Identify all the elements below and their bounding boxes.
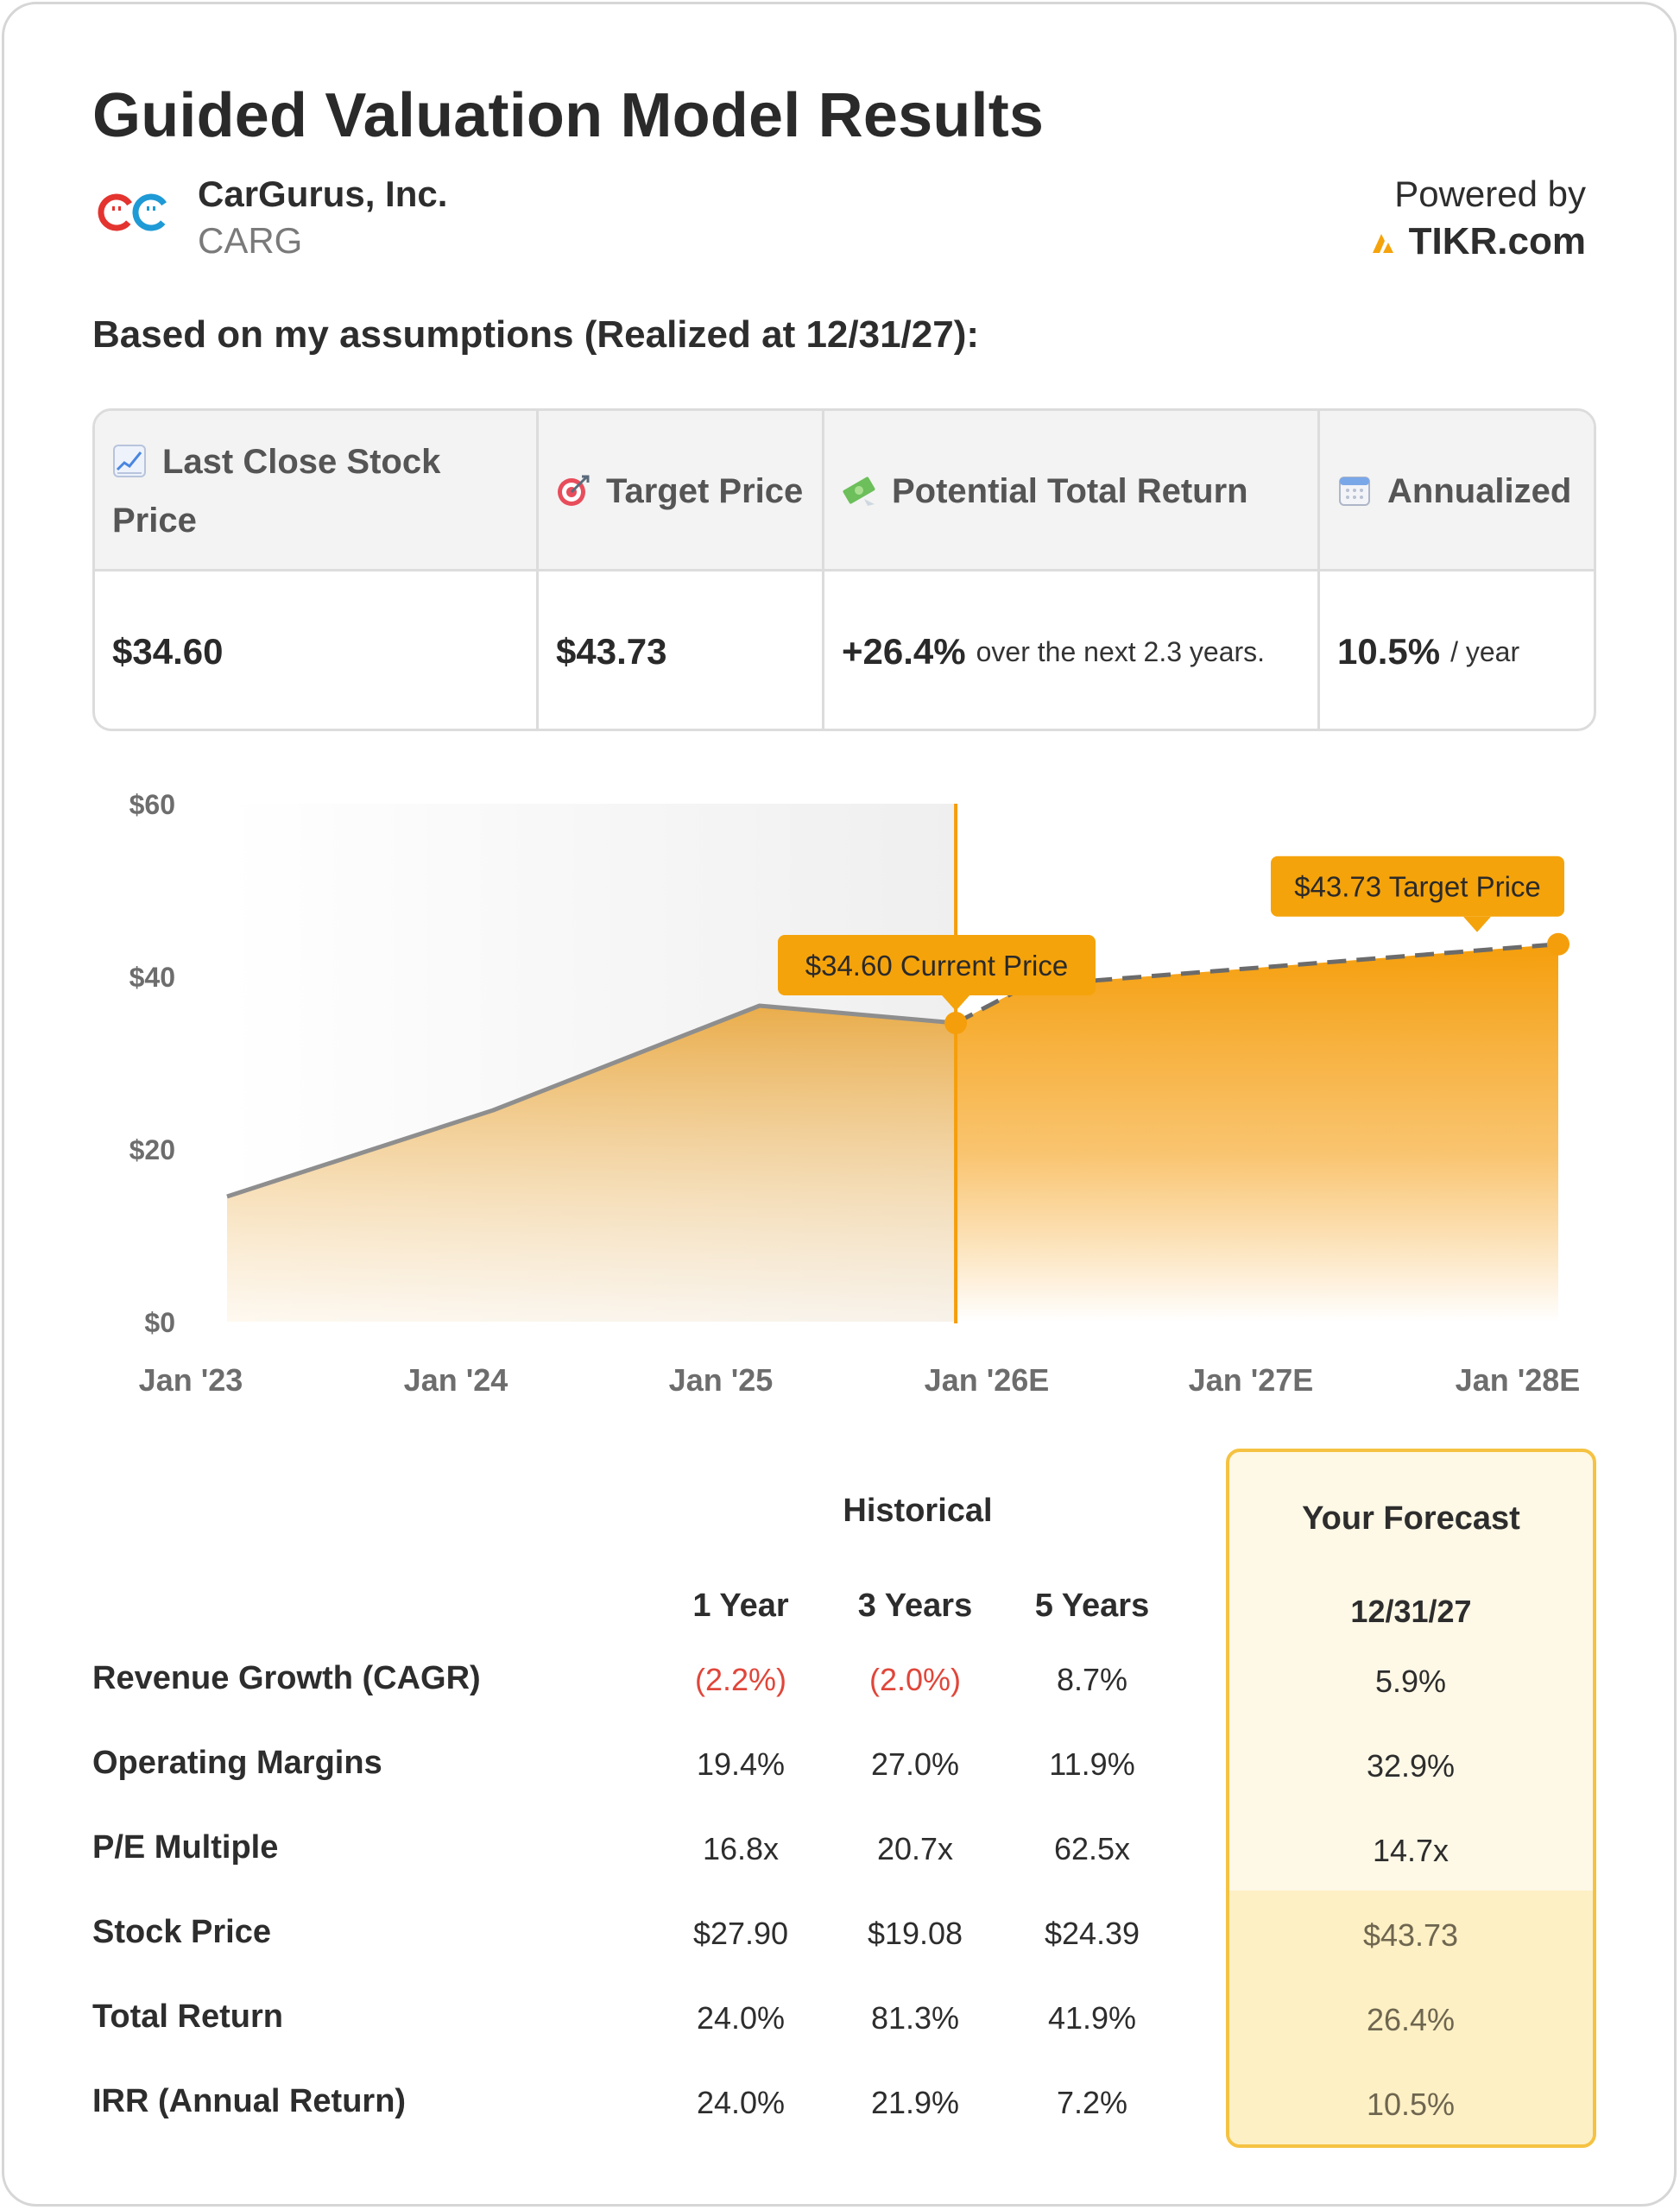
metric-value: 24.0% (696, 2000, 786, 2036)
y-tick-label: $0 (144, 1307, 175, 1338)
metric-value: 81.3% (870, 2000, 960, 2036)
forecast-value: 26.4% (1366, 2002, 1456, 2037)
metric-value: (2.2%) (694, 1662, 787, 1697)
y-tick-label: $60 (129, 789, 175, 820)
metric-value: 16.8x (702, 1831, 780, 1866)
metric-label: Operating Margins (92, 1745, 382, 1781)
metric-label: Stock Price (92, 1914, 271, 1950)
forecast-title: Your Forecast (1302, 1500, 1520, 1537)
metric-value: 21.9% (870, 2085, 960, 2120)
calendar-icon (1339, 477, 1370, 506)
powered-by-label: Powered by (1394, 174, 1586, 214)
current-price-callout-label: $34.60 Current Price (805, 950, 1069, 982)
metric-value: (2.0%) (868, 1662, 962, 1697)
forecast-results-band (1229, 1891, 1593, 2144)
value-annualized: 10.5% / year (1337, 631, 1520, 672)
x-tick-label: Jan '23 (139, 1362, 243, 1398)
target-price-callout-label: $43.73 Target Price (1294, 871, 1541, 903)
metric-value: 24.0% (696, 2085, 786, 2120)
current-price-callout: $34.60 Current Price (778, 935, 1096, 1011)
annualized-unit: / year (1450, 635, 1520, 667)
current-price-callout-pointer (942, 995, 970, 1011)
y-tick-label: $20 (129, 1134, 175, 1165)
historical-line (226, 1003, 957, 1199)
target-price-callout: $43.73 Target Price (1271, 856, 1564, 932)
metric-value: 62.5x (1053, 1831, 1131, 1866)
historical-label: Historical (843, 1493, 993, 1529)
money-with-wings-icon (843, 477, 875, 506)
metric-value: 7.2% (1056, 2085, 1128, 2120)
tikr-logo-icon (1372, 234, 1393, 253)
price-chart: $0 $20 $40 $60 Jan '23 Jan '24 Jan '25 Jan '26E… (129, 789, 1581, 1398)
target-price-callout-pointer (1463, 916, 1491, 932)
value-potential-return: +26.4% over the next 2.3 years. (842, 631, 1266, 672)
company-name: CarGurus, Inc. (198, 174, 448, 214)
metric-value: 20.7x (876, 1831, 954, 1866)
metric-label: IRR (Annual Return) (92, 2083, 407, 2119)
target-price-callout-box (1271, 856, 1564, 917)
metric-label: P/E Multiple (92, 1829, 279, 1866)
metric-label: Total Return (92, 1998, 283, 2035)
metric-value: $27.90 (692, 1916, 789, 1951)
forecast-value: 14.7x (1372, 1833, 1449, 1868)
forecast-date: 12/31/27 (1350, 1594, 1472, 1629)
tikr-brand-text: TIKR.com (1408, 220, 1586, 262)
forecast-area (956, 944, 1558, 1322)
potential-return-note: over the next 2.3 years. (976, 635, 1266, 667)
value-last-close: $34.60 (112, 631, 224, 672)
forecast-value: 5.9% (1374, 1664, 1447, 1699)
historical-area (227, 1006, 957, 1322)
target-price-point (1547, 932, 1569, 956)
forecast-value: 10.5% (1366, 2087, 1456, 2122)
column-divider (1317, 411, 1320, 729)
current-price-point (944, 1012, 968, 1034)
forecast-value: 32.9% (1366, 1748, 1456, 1784)
metric-value: 41.9% (1047, 2000, 1137, 2036)
header-last-close: Last Close Stock Price (112, 443, 441, 540)
forecast-column: Your Forecast 12/31/27 (1226, 1449, 1596, 2148)
period-3-years: 3 Years (857, 1588, 973, 1624)
current-price-callout-box (778, 935, 1096, 995)
assumptions-heading: Based on my assumptions (Realized at 12/… (92, 313, 980, 356)
tikr-brand-link[interactable]: TIKR.com (1371, 220, 1586, 263)
header-potential-return: Potential Total Return (824, 411, 1317, 571)
period-5-years: 5 Years (1034, 1588, 1150, 1624)
cargurus-logo-icon (98, 193, 170, 231)
x-tick-label: Jan '28E (1456, 1362, 1581, 1398)
metric-value: 27.0% (870, 1746, 960, 1782)
company-ticker: CARG (198, 220, 303, 261)
metric-value: 19.4% (696, 1746, 786, 1782)
period-1-year: 1 Year (692, 1588, 789, 1624)
x-tick-label: Jan '25 (669, 1362, 774, 1398)
x-tick-label: Jan '26E (925, 1362, 1050, 1398)
column-divider (822, 411, 824, 729)
x-tick-label: Jan '27E (1189, 1362, 1314, 1398)
target-icon (558, 475, 590, 506)
forecast-value: $43.73 (1362, 1917, 1459, 1953)
metric-value: $19.08 (867, 1916, 963, 1951)
page-title: Guided Valuation Model Results (92, 81, 1045, 150)
metric-value: $24.39 (1044, 1916, 1140, 1951)
value-target-price: $43.73 (556, 631, 667, 672)
x-tick-label: Jan '24 (404, 1362, 508, 1398)
metric-label: Revenue Growth (CAGR) (92, 1660, 481, 1696)
metric-value: 11.9% (1049, 1746, 1135, 1782)
header-annualized: Annualized (1320, 411, 1594, 571)
column-divider (536, 411, 539, 729)
header-target-price: Target Price (539, 411, 822, 571)
chart-increasing-icon (113, 445, 146, 477)
metric-value: 8.7% (1056, 1662, 1128, 1697)
y-tick-label: $40 (129, 962, 175, 993)
summary-table: Last Close Stock Price Target Price (92, 408, 1596, 731)
